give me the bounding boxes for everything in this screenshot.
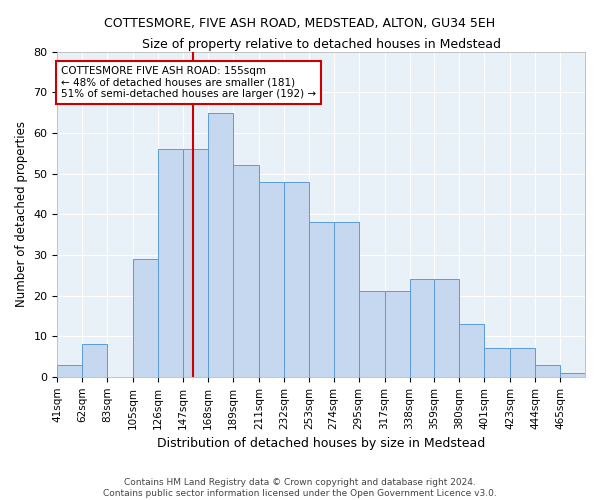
- Bar: [183, 149, 208, 377]
- Y-axis label: Number of detached properties: Number of detached properties: [15, 121, 28, 307]
- Bar: [560, 373, 585, 377]
- Bar: [284, 182, 309, 377]
- Text: COTTESMORE FIVE ASH ROAD: 155sqm
← 48% of detached houses are smaller (181)
51% : COTTESMORE FIVE ASH ROAD: 155sqm ← 48% o…: [61, 66, 316, 99]
- Bar: [434, 280, 460, 377]
- Bar: [233, 166, 259, 377]
- Bar: [511, 348, 535, 377]
- Bar: [535, 364, 560, 377]
- Bar: [460, 324, 484, 377]
- Bar: [385, 292, 410, 377]
- Title: Size of property relative to detached houses in Medstead: Size of property relative to detached ho…: [142, 38, 501, 51]
- Bar: [208, 112, 233, 377]
- Bar: [484, 348, 511, 377]
- Text: COTTESMORE, FIVE ASH ROAD, MEDSTEAD, ALTON, GU34 5EH: COTTESMORE, FIVE ASH ROAD, MEDSTEAD, ALT…: [104, 18, 496, 30]
- Bar: [309, 222, 334, 377]
- Bar: [158, 149, 183, 377]
- Text: Contains HM Land Registry data © Crown copyright and database right 2024.
Contai: Contains HM Land Registry data © Crown c…: [103, 478, 497, 498]
- Bar: [359, 292, 385, 377]
- Bar: [133, 259, 158, 377]
- Bar: [58, 364, 82, 377]
- Bar: [82, 344, 107, 377]
- X-axis label: Distribution of detached houses by size in Medstead: Distribution of detached houses by size …: [157, 437, 485, 450]
- Bar: [259, 182, 284, 377]
- Bar: [410, 280, 434, 377]
- Bar: [334, 222, 359, 377]
